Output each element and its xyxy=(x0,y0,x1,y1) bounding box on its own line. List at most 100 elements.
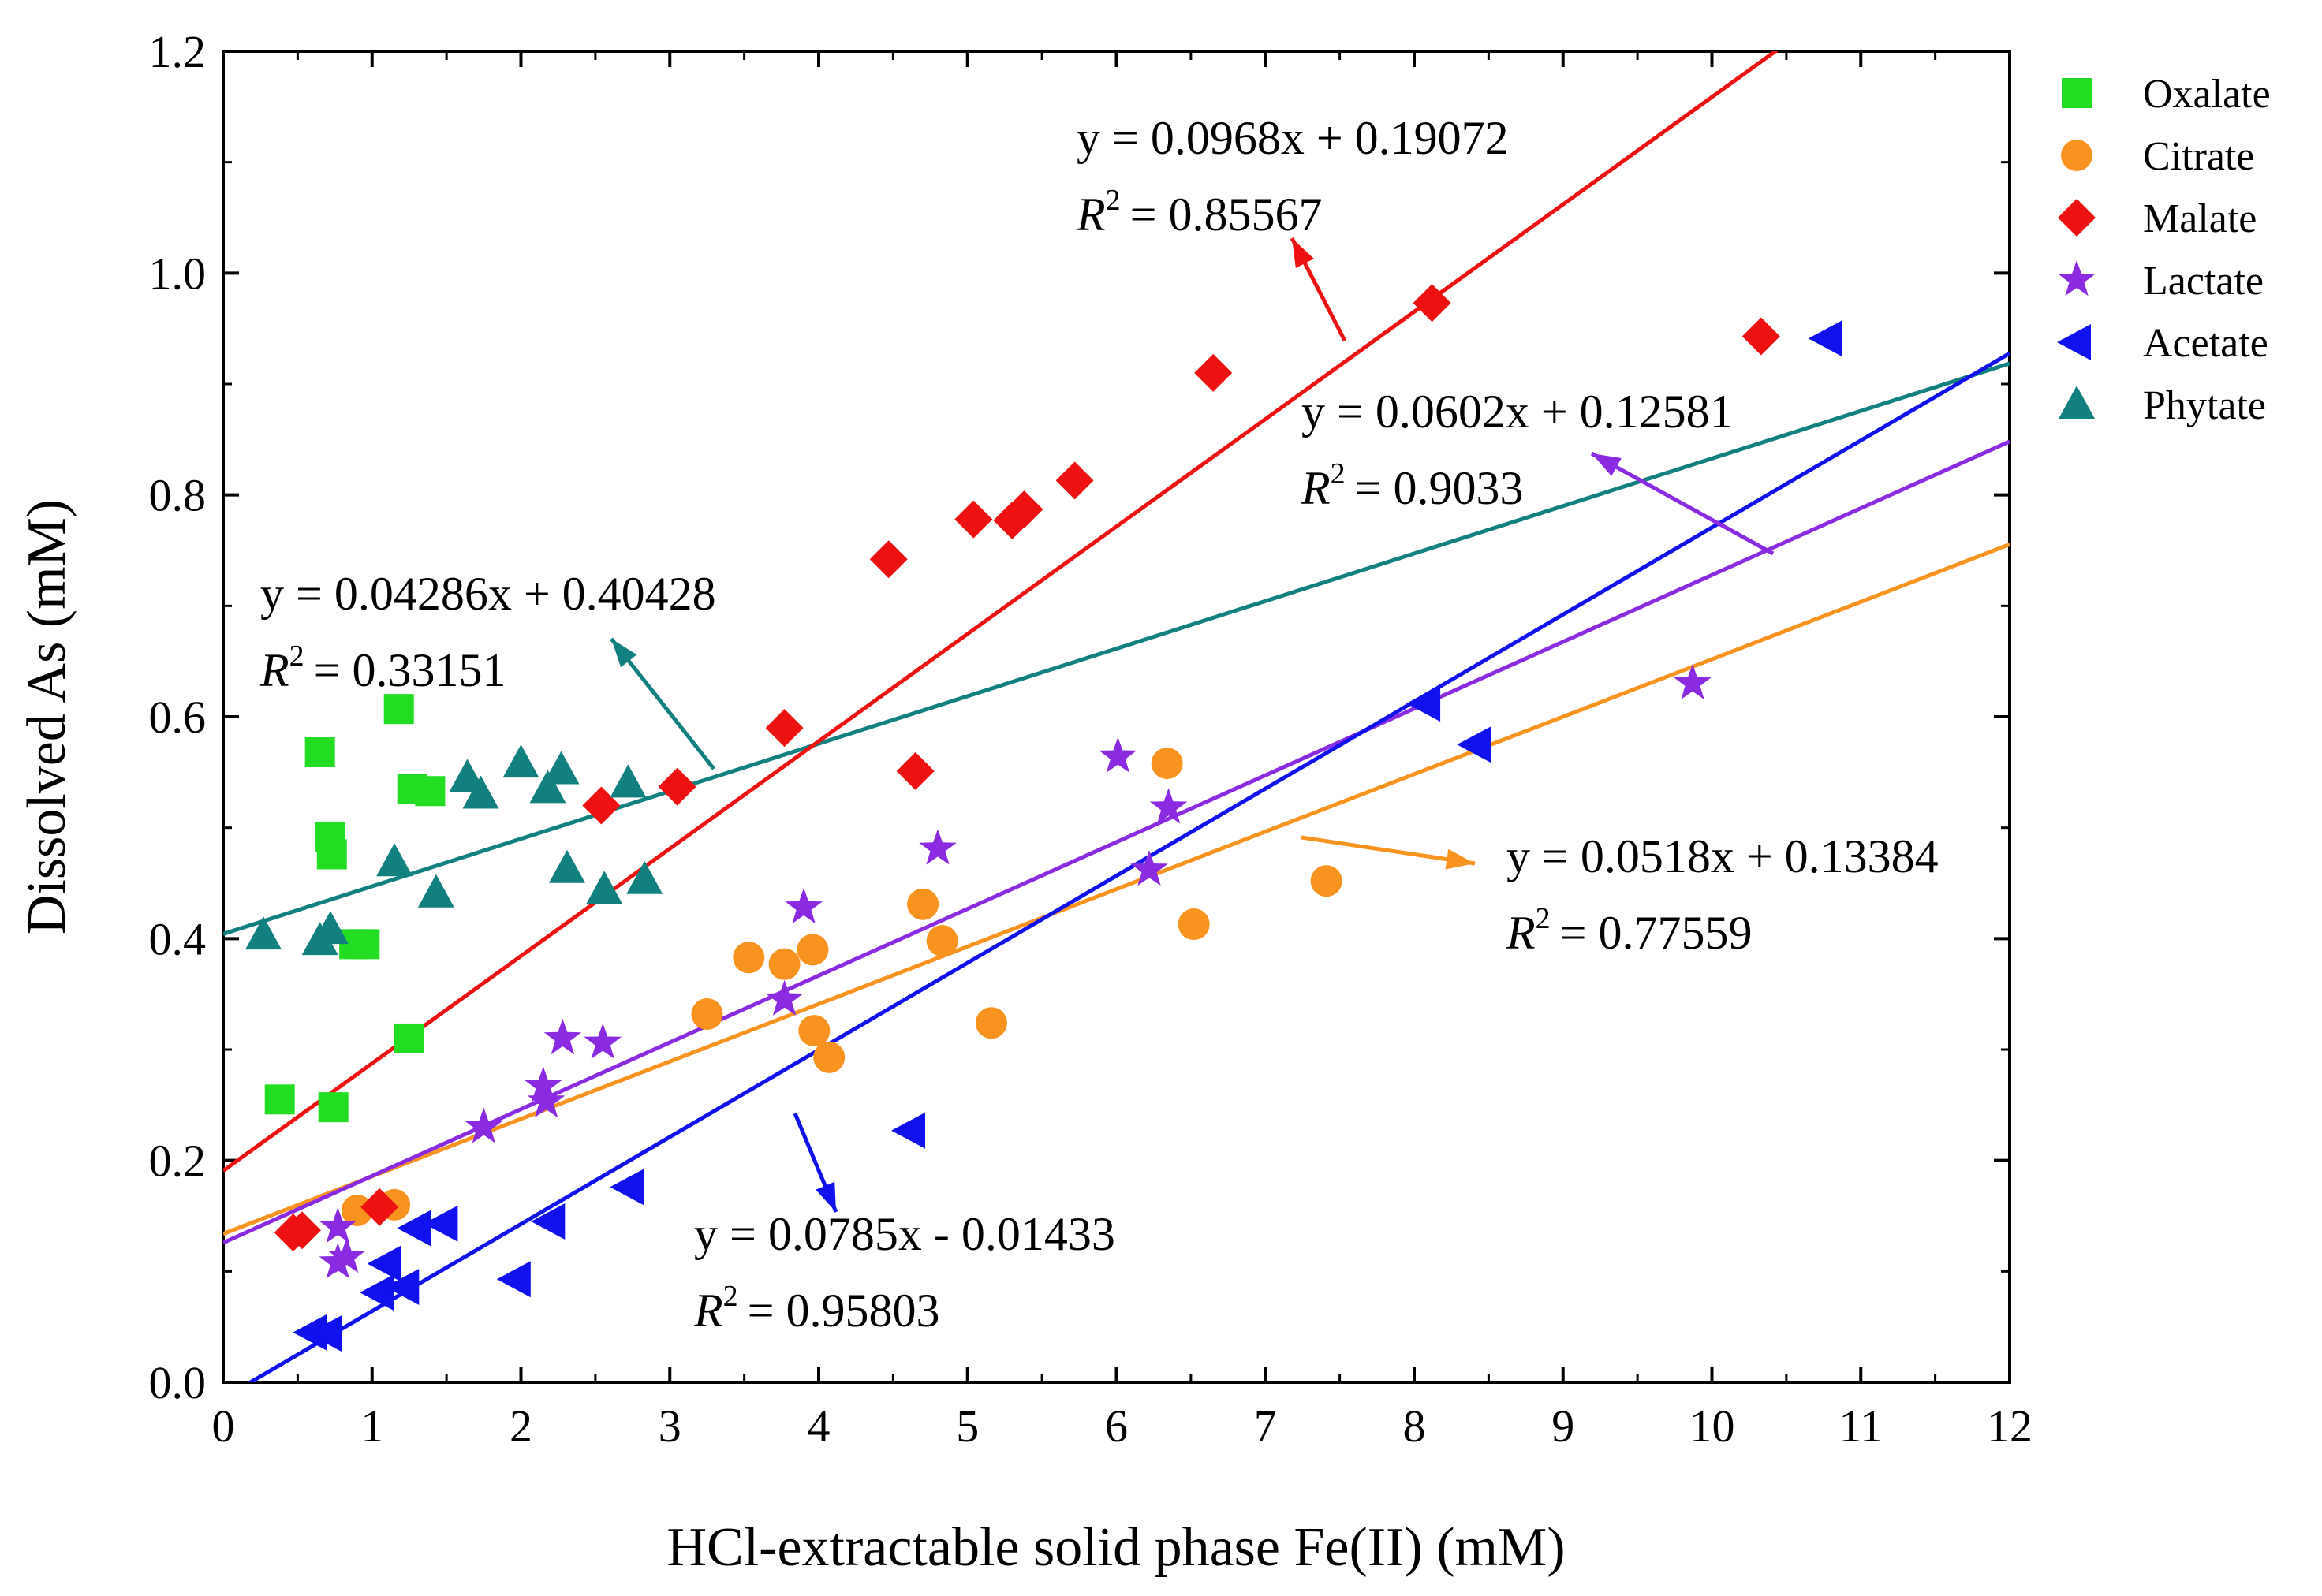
superscript-2: 2 xyxy=(1106,184,1121,217)
r-squared-phytate: R2 = 0.33151 xyxy=(259,640,506,696)
y-tick-label: 0.4 xyxy=(149,913,207,964)
x-tick-label: 7 xyxy=(1254,1400,1277,1452)
data-point-lactate xyxy=(327,1237,366,1273)
data-point-oxalate xyxy=(349,929,380,960)
legend-label-phytate: Phytate xyxy=(2143,383,2266,428)
y-tick-label: 0.0 xyxy=(149,1357,207,1408)
fit-line-phytate xyxy=(223,361,2010,936)
data-point-phytate xyxy=(549,849,585,883)
r-squared-value: = 0.85567 xyxy=(1130,188,1323,241)
arrowhead-phytate xyxy=(611,639,637,668)
legend-marker-citrate xyxy=(2061,140,2092,171)
data-point-lactate xyxy=(543,1018,582,1055)
fit-equation-phytate: y = 0.04286x + 0.40428 xyxy=(260,568,716,620)
data-point-phytate xyxy=(610,764,647,798)
data-point-oxalate xyxy=(415,776,446,807)
x-tick-label: 3 xyxy=(659,1400,681,1452)
fit-line-citrate xyxy=(223,543,2010,1236)
data-point-malate xyxy=(1194,353,1233,392)
data-point-citrate xyxy=(926,925,958,957)
data-point-citrate xyxy=(907,888,939,920)
data-point-phytate xyxy=(502,744,539,778)
data-point-malate xyxy=(1055,461,1094,500)
data-point-oxalate xyxy=(304,737,335,768)
r-symbol: R xyxy=(693,1285,723,1337)
data-point-phytate xyxy=(417,874,454,908)
data-point-malate xyxy=(1742,317,1780,356)
data-point-acetate xyxy=(891,1112,925,1149)
r-symbol: R xyxy=(259,644,289,696)
legend-item-malate: Malate xyxy=(2058,196,2257,241)
x-tick-label: 0 xyxy=(212,1400,235,1452)
data-point-oxalate xyxy=(383,694,414,725)
data-point-lactate xyxy=(319,1207,357,1244)
data-point-lactate xyxy=(1149,788,1188,824)
arrowhead-citrate xyxy=(1445,848,1475,870)
data-point-phytate xyxy=(376,843,413,877)
data-point-phytate xyxy=(462,775,499,809)
legend-label-oxalate: Oxalate xyxy=(2143,72,2271,117)
fit-equation-malate: y = 0.0968x + 0.19072 xyxy=(1077,112,1509,164)
data-point-lactate xyxy=(1099,736,1137,773)
r-squared-value: = 0.95803 xyxy=(748,1285,940,1337)
x-tick-label: 11 xyxy=(1839,1400,1883,1452)
data-point-phytate xyxy=(543,751,580,785)
arrowhead-lactate xyxy=(1592,453,1622,476)
data-points xyxy=(245,284,1842,1352)
data-point-lactate xyxy=(527,1082,566,1118)
arrowhead-acetate xyxy=(816,1181,836,1212)
legend: Oxalate Citrate Malate Lactate Acetate Phytat… xyxy=(2057,72,2271,428)
y-tick-label: 0.6 xyxy=(149,692,207,743)
data-point-citrate xyxy=(341,1194,373,1226)
data-point-oxalate xyxy=(318,1092,349,1123)
data-point-oxalate xyxy=(316,839,347,870)
data-point-citrate xyxy=(1151,748,1183,780)
fit-equation-lactate: y = 0.0602x + 0.12581 xyxy=(1301,386,1734,438)
legend-label-lactate: Lactate xyxy=(2143,259,2264,304)
data-point-malate xyxy=(954,500,993,539)
x-axis-title: HCl-extractable solid phase Fe(II) (mM) xyxy=(666,1517,1565,1578)
superscript-2: 2 xyxy=(289,640,304,673)
legend-marker-oxalate xyxy=(2062,78,2092,108)
arrow-lactate xyxy=(1590,451,1775,556)
legend-marker-lactate xyxy=(2058,260,2096,296)
data-point-malate xyxy=(283,1211,321,1250)
data-point-citrate xyxy=(975,1007,1007,1039)
r-symbol: R xyxy=(1301,462,1331,514)
y-axis-title: Dissolved As (mM) xyxy=(17,499,77,934)
superscript-2: 2 xyxy=(723,1280,738,1313)
x-tick-label: 9 xyxy=(1551,1400,1574,1452)
legend-marker-acetate xyxy=(2057,324,2091,360)
data-point-malate xyxy=(582,786,621,825)
fit-equation-citrate: y = 0.0518x + 0.13384 xyxy=(1506,830,1939,882)
data-point-acetate xyxy=(496,1261,531,1298)
data-point-acetate xyxy=(1457,726,1491,763)
x-tick-label: 2 xyxy=(510,1400,532,1452)
r-squared-lactate: R2 = 0.9033 xyxy=(1301,457,1524,514)
data-point-phytate xyxy=(529,770,566,804)
legend-item-oxalate: Oxalate xyxy=(2062,72,2271,117)
data-point-malate xyxy=(869,540,908,579)
data-point-malate xyxy=(896,751,935,790)
data-point-citrate xyxy=(768,948,801,980)
fit-equation-acetate: y = 0.0785x - 0.01433 xyxy=(694,1208,1115,1260)
data-point-malate xyxy=(658,767,696,806)
data-point-acetate xyxy=(397,1210,431,1247)
data-point-oxalate xyxy=(264,1084,295,1115)
data-point-citrate xyxy=(1310,865,1342,897)
data-point-citrate xyxy=(798,1015,831,1047)
data-point-malate xyxy=(1413,284,1451,323)
data-point-lactate xyxy=(465,1107,503,1143)
data-point-lactate xyxy=(785,887,823,924)
data-point-oxalate xyxy=(394,1023,424,1053)
data-point-acetate xyxy=(610,1169,644,1206)
data-point-phytate xyxy=(586,871,623,904)
y-tick-label: 0.2 xyxy=(149,1135,207,1187)
legend-label-citrate: Citrate xyxy=(2143,134,2255,179)
x-tick-label: 12 xyxy=(1987,1400,2033,1452)
data-point-malate xyxy=(765,709,804,748)
data-point-citrate xyxy=(1178,908,1210,941)
legend-item-citrate: Citrate xyxy=(2061,134,2255,179)
y-tick-label: 1.2 xyxy=(149,26,207,77)
